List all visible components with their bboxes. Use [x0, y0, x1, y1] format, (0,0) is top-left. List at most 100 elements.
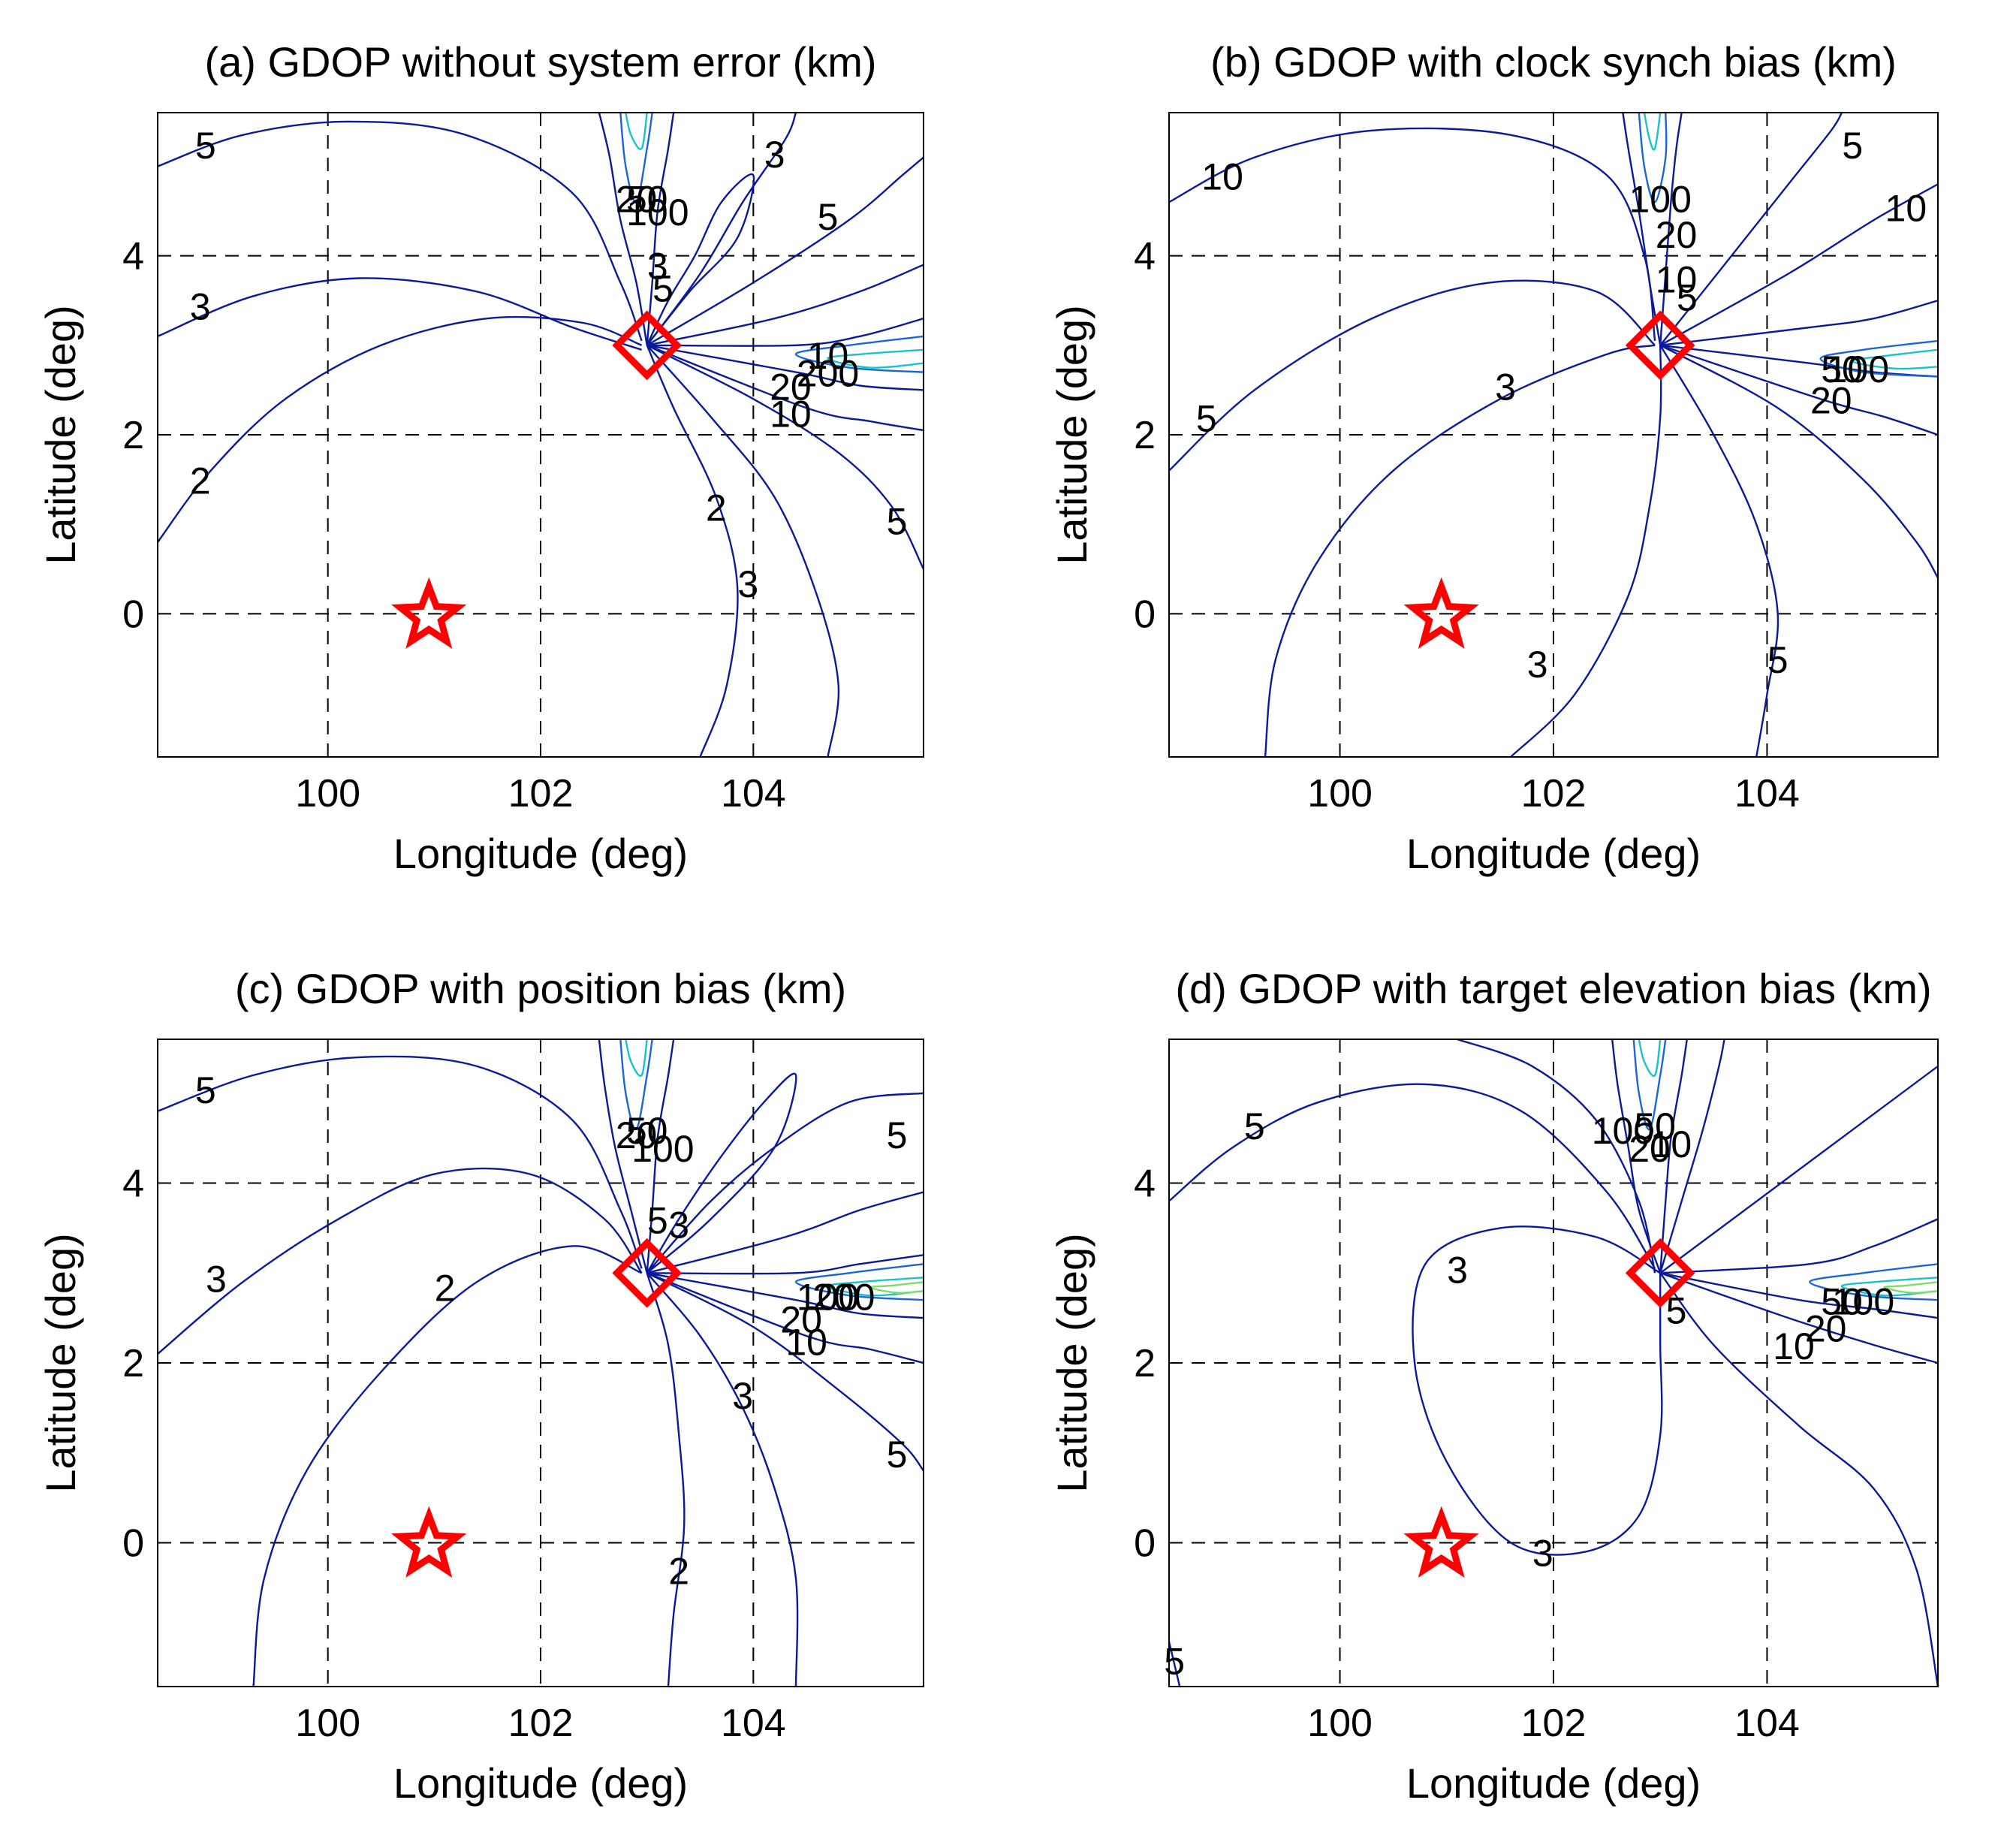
contour-label: 10 — [1885, 187, 1927, 229]
contour-line — [1883, 1281, 1938, 1294]
contour-label: 5 — [887, 500, 908, 542]
target-star-marker — [1403, 1506, 1479, 1578]
y-tick-label: 0 — [1134, 592, 1156, 636]
contour-label: 3 — [190, 285, 211, 327]
contour-label: 3 — [1447, 1249, 1468, 1291]
contour-line — [869, 1281, 924, 1294]
y-axis-label: Latitude (deg) — [37, 1233, 84, 1493]
contour-label: 100 — [1592, 1110, 1654, 1152]
contour-line — [646, 1039, 675, 1274]
panel-title: (a) GDOP without system error (km) — [204, 38, 876, 86]
y-tick-label: 0 — [1134, 1521, 1156, 1565]
contour-label: 20 — [780, 1298, 822, 1340]
x-tick-label: 102 — [1521, 1702, 1587, 1745]
contour-label: 3 — [668, 1204, 689, 1247]
contour-line — [646, 1272, 924, 1319]
contour-line — [1659, 1272, 1938, 1687]
contour-label: 5 — [1196, 397, 1217, 439]
contour-line — [1659, 344, 1938, 436]
contour-line — [646, 1272, 924, 1364]
contour-label: 2 — [706, 487, 727, 529]
contour-line — [1264, 344, 1656, 757]
contour-label: 2 — [435, 1267, 456, 1309]
contour-line — [646, 1272, 924, 1472]
contour-label: 5 — [887, 1114, 908, 1156]
x-tick-label: 104 — [1734, 1702, 1800, 1745]
contour-label: 50 — [1821, 348, 1863, 390]
contour-label: 20 — [770, 366, 812, 408]
contour-line — [794, 335, 924, 373]
x-tick-label: 102 — [508, 772, 574, 815]
contour-line — [1851, 348, 1938, 370]
contour-label: 3 — [732, 1375, 753, 1417]
contour-line — [1659, 345, 1779, 757]
x-tick-label: 104 — [721, 1702, 786, 1745]
y-axis-label: Latitude (deg) — [1048, 305, 1095, 565]
contour-label: 20 — [1629, 1128, 1671, 1170]
contour-line — [646, 345, 739, 757]
contour-line — [1169, 1083, 1656, 1269]
contour-label: 5 — [652, 268, 674, 310]
contour-line — [1659, 344, 1938, 579]
contour-line — [1659, 1272, 1938, 1364]
contour-label: 50 — [1821, 1280, 1863, 1322]
contour-label: 3 — [764, 134, 785, 176]
y-tick-label: 0 — [122, 592, 144, 636]
y-tick-label: 2 — [1134, 1342, 1156, 1385]
contour-line — [1169, 127, 1656, 342]
target-star-marker — [1403, 577, 1479, 649]
contour-line — [646, 344, 924, 391]
contour-label: 20 — [1805, 1307, 1847, 1349]
contour-line — [598, 1039, 648, 1274]
contour-label: 5 — [195, 1069, 216, 1111]
panel-title: (c) GDOP with position bias (km) — [235, 965, 846, 1012]
contour-line — [625, 113, 648, 150]
contour-label: 10 — [1201, 156, 1243, 198]
x-axis-label: Longitude (deg) — [1406, 830, 1701, 877]
contour-label: 200 — [797, 353, 859, 395]
x-axis-label: Longitude (deg) — [1406, 1759, 1701, 1807]
target-star-marker — [391, 1506, 467, 1578]
contour-label: 5 — [887, 1434, 908, 1476]
contour-label: 5 — [818, 196, 839, 238]
contour-label: 200 — [812, 1276, 875, 1318]
station-marker — [612, 310, 683, 381]
contour-line — [1611, 1039, 1662, 1274]
contour-line — [646, 317, 924, 347]
contour-line — [1169, 279, 1656, 472]
contour-label: 50 — [626, 1110, 668, 1152]
contour-group — [1169, 113, 1938, 757]
contour-line — [158, 120, 643, 342]
axes-frame — [157, 1039, 924, 1687]
contour-line — [158, 277, 642, 351]
contour-line — [158, 315, 643, 543]
x-tick-label: 100 — [1307, 1702, 1373, 1745]
contour-line — [1809, 1263, 1938, 1301]
contour-group — [158, 113, 924, 757]
x-tick-label: 100 — [295, 772, 360, 815]
x-axis-label: Longitude (deg) — [393, 1759, 688, 1807]
contour-line — [1659, 183, 1938, 346]
contour-line — [158, 1055, 643, 1269]
contour-line — [646, 113, 675, 345]
contour-line — [1638, 1039, 1662, 1078]
station-marker — [1625, 1238, 1695, 1308]
contour-line — [1840, 1277, 1938, 1297]
y-axis-label: Latitude (deg) — [1048, 1233, 1095, 1493]
contour-label: 5 — [1677, 276, 1698, 318]
contour-line — [598, 113, 648, 346]
contour-line — [646, 344, 924, 432]
contour-line — [827, 348, 924, 369]
axes-frame — [1168, 1039, 1939, 1687]
contour-group — [1169, 1039, 1938, 1687]
contour-line — [1660, 344, 1938, 378]
y-tick-label: 4 — [1134, 1162, 1156, 1206]
contour-label: 5 — [647, 1200, 668, 1242]
x-tick-label: 104 — [721, 772, 786, 815]
contour-label: 100 — [1629, 178, 1692, 220]
contour-line — [1638, 113, 1668, 203]
contour-line — [1169, 1641, 1181, 1687]
contour-line — [1632, 1039, 1667, 1130]
